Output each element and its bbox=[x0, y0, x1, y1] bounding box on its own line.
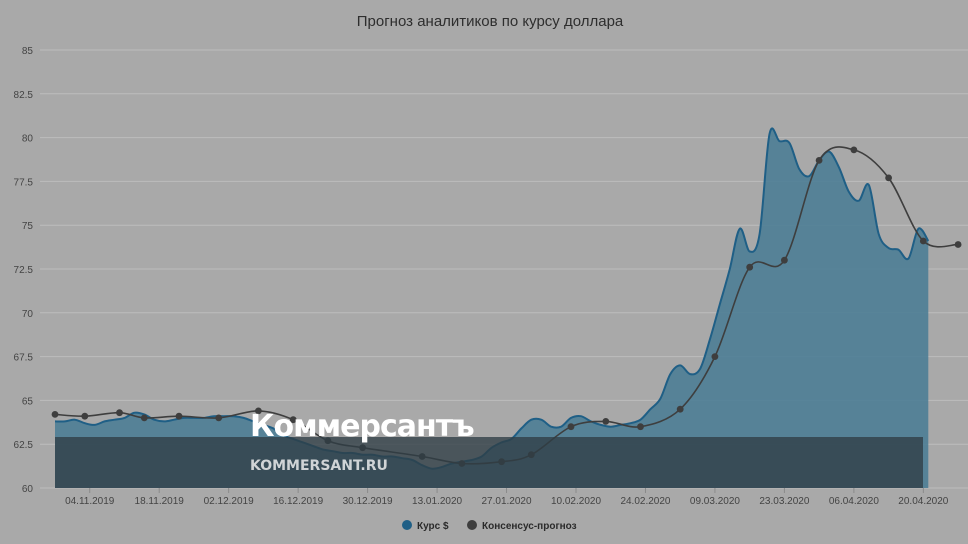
consensus-point[interactable] bbox=[954, 241, 962, 248]
y-tick-label: 72.5 bbox=[14, 265, 34, 276]
x-tick-label: 10.02.2020 bbox=[551, 496, 601, 507]
y-tick-label: 67.5 bbox=[14, 353, 34, 364]
chart-title: Прогноз аналитиков по курсу доллара bbox=[357, 13, 624, 30]
y-tick-label: 77.5 bbox=[14, 177, 34, 188]
consensus-point[interactable] bbox=[850, 146, 858, 154]
y-tick-label: 75 bbox=[22, 221, 34, 232]
legend-marker-kurs bbox=[402, 520, 412, 530]
consensus-point[interactable] bbox=[289, 416, 297, 424]
consensus-point[interactable] bbox=[919, 237, 927, 245]
consensus-point[interactable] bbox=[81, 412, 89, 420]
y-tick-label: 65 bbox=[22, 396, 34, 407]
x-tick-label: 06.04.2020 bbox=[829, 496, 879, 507]
y-tick-label: 80 bbox=[22, 134, 34, 145]
x-tick-label: 27.01.2020 bbox=[482, 496, 532, 507]
y-tick-label: 62.5 bbox=[14, 440, 34, 451]
series-area-kurs bbox=[55, 128, 929, 488]
x-tick-label: 16.12.2019 bbox=[273, 496, 323, 507]
y-tick-label: 70 bbox=[22, 309, 34, 320]
legend-item-kurs[interactable]: Курс $ bbox=[402, 520, 449, 532]
consensus-point[interactable] bbox=[51, 411, 59, 418]
consensus-point[interactable] bbox=[116, 409, 123, 417]
x-tick-label: 09.03.2020 bbox=[690, 496, 740, 507]
consensus-point[interactable] bbox=[815, 157, 823, 164]
x-tick-label: 04.11.2019 bbox=[65, 496, 115, 507]
consensus-point[interactable] bbox=[781, 256, 788, 264]
watermark-brand: Коммерсантъ bbox=[250, 409, 474, 444]
y-tick-label: 85 bbox=[22, 46, 34, 57]
legend-label-kurs: Курс $ bbox=[417, 521, 449, 532]
watermark-url: KOMMERSANT.RU bbox=[250, 458, 388, 474]
consensus-point[interactable] bbox=[746, 263, 754, 271]
consensus-point[interactable] bbox=[637, 423, 644, 431]
consensus-point[interactable] bbox=[567, 423, 575, 431]
x-tick-label: 24.02.2020 bbox=[620, 496, 670, 507]
consensus-point[interactable] bbox=[175, 412, 183, 420]
x-tick-label: 18.11.2019 bbox=[135, 496, 185, 507]
y-axis: 85 82.5 80 77.5 75 72.5 70 67.5 65 62.5 60 bbox=[14, 46, 34, 495]
consensus-point[interactable] bbox=[711, 353, 719, 360]
x-axis: 04.11.2019 18.11.2019 02.12.2019 16.12.2019… bbox=[65, 488, 949, 507]
x-tick-label: 02.12.2019 bbox=[204, 496, 254, 507]
x-tick-label: 20.04.2020 bbox=[898, 496, 948, 507]
watermark: Коммерсантъ KOMMERSANT.RU bbox=[55, 409, 923, 488]
legend-label-consensus: Консенсус-прогноз bbox=[482, 521, 577, 532]
x-tick-label: 13.01.2020 bbox=[412, 496, 462, 507]
consensus-point[interactable] bbox=[215, 414, 223, 422]
legend-marker-consensus bbox=[467, 520, 477, 530]
consensus-point[interactable] bbox=[602, 418, 610, 425]
x-tick-label: 23.03.2020 bbox=[759, 496, 809, 507]
legend: Курс $ Консенсус-прогноз bbox=[402, 520, 577, 532]
consensus-point[interactable] bbox=[676, 405, 684, 413]
watermark-band bbox=[55, 437, 923, 488]
consensus-point[interactable] bbox=[885, 174, 892, 182]
y-tick-label: 60 bbox=[22, 484, 34, 495]
legend-item-consensus[interactable]: Консенсус-прогноз bbox=[467, 520, 577, 532]
x-tick-label: 30.12.2019 bbox=[343, 496, 393, 507]
y-tick-label: 82.5 bbox=[14, 90, 34, 101]
consensus-point[interactable] bbox=[140, 414, 148, 422]
consensus-point[interactable] bbox=[255, 407, 262, 415]
